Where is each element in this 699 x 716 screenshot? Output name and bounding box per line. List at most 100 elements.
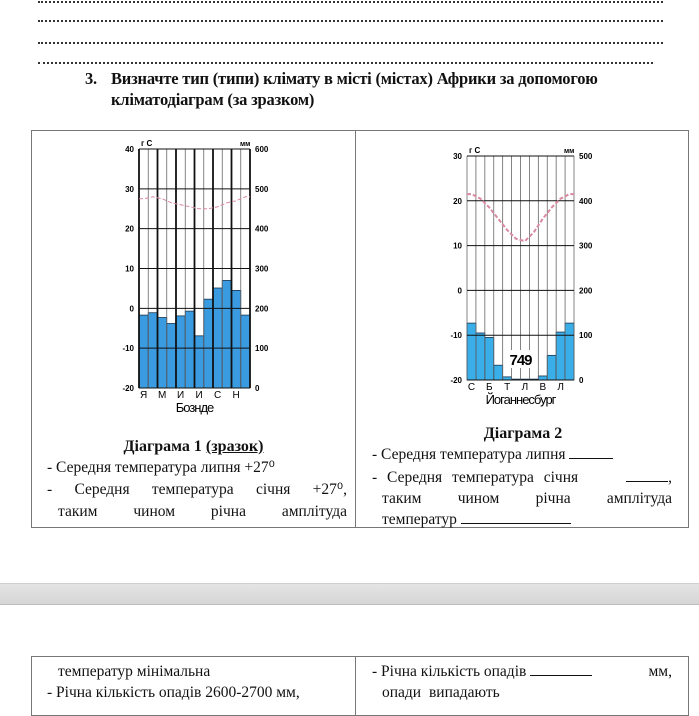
precip-tick-label: 300 xyxy=(579,242,593,251)
diagram-1-line: температур мінімальна xyxy=(58,663,211,680)
precip-tick-label: 100 xyxy=(579,331,593,340)
month-label: С xyxy=(468,382,475,393)
month-label: М xyxy=(158,390,166,401)
month-label: И xyxy=(196,390,203,401)
precip-bar xyxy=(493,364,504,381)
answer-blank[interactable] xyxy=(626,467,669,482)
precip-unit-label: мм xyxy=(564,148,574,155)
city-label: Йоганнесбург xyxy=(486,392,557,407)
precip-bar xyxy=(475,332,486,381)
precip-tick-label: 600 xyxy=(255,145,269,154)
column-divider xyxy=(355,131,356,527)
temp-tick-label: 20 xyxy=(125,225,134,234)
month-label: Т xyxy=(504,382,510,393)
month-label: Л xyxy=(557,382,564,393)
answer-blank[interactable] xyxy=(569,444,614,459)
precip-bar xyxy=(555,331,566,381)
comma: , xyxy=(668,469,672,486)
climate-chart-2: 30 500 20 400 10 300 0 200 -10 100 -20 0 г С мм С Б Т Л В Л… xyxy=(450,146,593,407)
precip-tick-label: 200 xyxy=(255,304,269,313)
precip-bar xyxy=(231,290,242,389)
diagram-1-title: Діаграма 1 (зразок) xyxy=(32,436,355,457)
precip-bar xyxy=(147,312,158,389)
diagram-1-line: таким чином річна амплітуда xyxy=(58,503,347,520)
temperature-line xyxy=(139,196,250,210)
precip-tick-label: 400 xyxy=(255,225,269,234)
temp-tick-label: -20 xyxy=(122,384,134,393)
answer-blank[interactable] xyxy=(530,661,593,676)
precip-bar xyxy=(203,298,214,389)
precip-bar xyxy=(240,314,251,389)
answer-line xyxy=(38,40,663,44)
precip-bar xyxy=(484,337,495,381)
temp-tick-label: -10 xyxy=(450,331,462,340)
precip-tick-label: 500 xyxy=(255,185,269,194)
diagram-2-line: - Середня температура липня xyxy=(372,444,614,465)
annual-total-bg xyxy=(503,350,538,368)
answer-blank[interactable] xyxy=(460,509,571,524)
diagram-1-line: - Середня температура січня +27⁰, xyxy=(47,481,347,498)
diagram-2-line: - Річна кількість опадів мм, xyxy=(372,661,672,682)
temp-tick-label: 0 xyxy=(130,304,135,313)
diagram-table-continued: температур мінімальна - Річна кількість … xyxy=(31,656,689,716)
precip-tick-label: 200 xyxy=(579,286,593,295)
diagram-2-line-text: - Середня температура січня xyxy=(372,469,579,486)
temp-unit-label: г С xyxy=(141,139,153,148)
diagram-1-title-text: Діаграма 1 xyxy=(123,438,202,455)
diagram-2-line-text: температур xyxy=(382,511,457,528)
temp-tick-label: -20 xyxy=(450,376,462,385)
precip-tick-label: 500 xyxy=(579,152,593,161)
answer-line xyxy=(38,0,663,3)
month-label: Я xyxy=(140,390,147,401)
task-number: 3. xyxy=(85,69,97,88)
temp-tick-label: 30 xyxy=(453,152,462,161)
diagram-2-line: температур xyxy=(382,509,571,530)
temp-unit-label: г С xyxy=(469,146,481,155)
precip-bar xyxy=(175,315,186,389)
temp-tick-label: 10 xyxy=(125,265,134,274)
page-break xyxy=(0,583,699,605)
precip-unit-label: мм xyxy=(240,141,250,148)
unit-text: мм, xyxy=(648,663,673,680)
month-label: Б xyxy=(486,382,493,393)
diagram-2-line-text: - Річна кількість опадів xyxy=(372,663,527,680)
annual-precip-total: 749 xyxy=(509,352,532,369)
temp-tick-label: 10 xyxy=(453,242,462,251)
column-divider xyxy=(355,657,356,715)
temperature-line xyxy=(467,193,574,243)
precip-bar xyxy=(157,317,168,389)
diagram-1-title-note: (зразок) xyxy=(205,438,264,455)
precip-bar xyxy=(537,375,548,381)
diagram-2-title: Діаграма 2 xyxy=(483,425,563,442)
answer-line xyxy=(38,60,653,64)
precip-tick-label: 0 xyxy=(579,376,584,385)
precip-bar xyxy=(466,322,477,381)
precip-bar xyxy=(221,280,232,389)
temp-tick-label: 20 xyxy=(453,197,462,206)
month-label: Н xyxy=(233,390,240,401)
precip-bar xyxy=(138,314,149,389)
precip-bar xyxy=(184,310,195,389)
diagram-2-line: опади випадають xyxy=(382,684,500,701)
diagram-2-line-text: - Середня температура липня xyxy=(372,446,566,463)
temp-tick-label: 40 xyxy=(125,145,134,154)
diagram-1-line: - Середня температура липня +27⁰ xyxy=(47,459,275,476)
precip-bar xyxy=(564,322,575,381)
precip-tick-label: 100 xyxy=(255,344,269,353)
precip-tick-label: 0 xyxy=(255,384,260,393)
precip-tick-label: 400 xyxy=(579,197,593,206)
temp-tick-label: -10 xyxy=(122,344,134,353)
temp-tick-label: 0 xyxy=(458,286,463,295)
task-line-2: кліматодіаграм (за зразком) xyxy=(111,90,315,109)
task-heading: 3. Визначте тип (типи) клімату в місті (м… xyxy=(85,68,685,110)
answer-line xyxy=(38,18,663,22)
climate-chart-1: 40 600 30 500 20 400 10 300 0 200 -10 100 -20 0 г С мм Я… xyxy=(122,139,269,415)
city-label: Бозндe xyxy=(176,400,214,415)
month-label: С xyxy=(214,390,221,401)
precip-tick-label: 300 xyxy=(255,265,269,274)
precip-bar xyxy=(166,323,177,389)
diagram-1-line: - Річна кількість опадів 2600-2700 мм, xyxy=(47,684,300,701)
month-label: И xyxy=(177,390,184,401)
temp-tick-label: 30 xyxy=(125,185,134,194)
